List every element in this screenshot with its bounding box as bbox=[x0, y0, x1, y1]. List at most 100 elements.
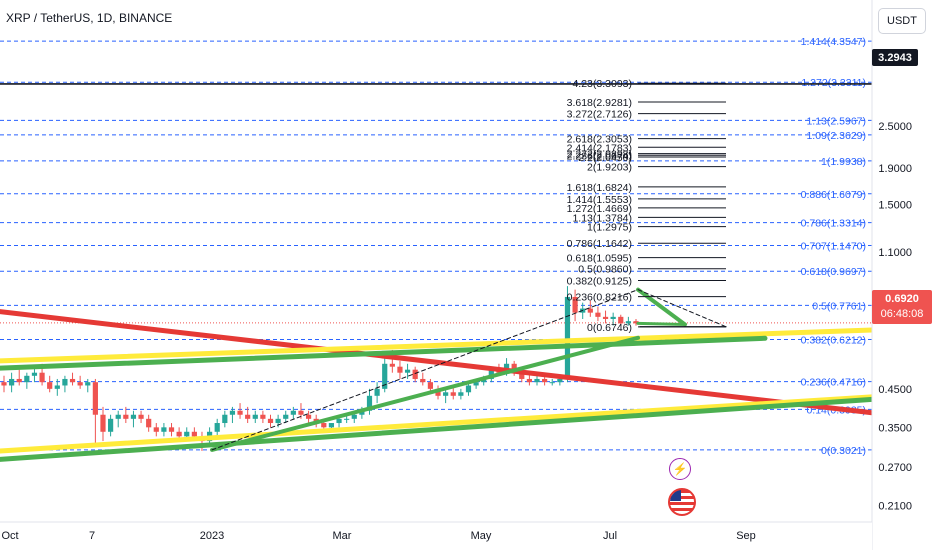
candle-body bbox=[389, 363, 395, 367]
candle-body bbox=[146, 418, 152, 428]
dashed-fib-base-line bbox=[211, 289, 639, 451]
candle-body bbox=[374, 388, 380, 396]
black-price-value: 3.2943 bbox=[878, 51, 912, 64]
black-price-tag: 3.2943 bbox=[872, 49, 918, 66]
candle-body bbox=[412, 369, 418, 379]
candle-body bbox=[328, 423, 335, 428]
candle-body bbox=[595, 312, 601, 317]
chart-title: XRP / TetherUS, 1D, BINANCE bbox=[6, 11, 172, 25]
candle-body bbox=[572, 296, 578, 313]
fib-right-label: 1.414(4.3547) bbox=[801, 36, 866, 48]
candle-body bbox=[176, 431, 182, 437]
candle-body bbox=[290, 410, 296, 415]
candle-body bbox=[564, 296, 571, 379]
green-trendline-lower bbox=[0, 396, 875, 462]
candle-body bbox=[9, 378, 15, 386]
candle-body bbox=[549, 382, 555, 384]
fib-left-label: 2.272(2.0898) bbox=[567, 149, 632, 161]
candle-body bbox=[534, 378, 540, 383]
candle-body bbox=[108, 418, 114, 432]
price-axis-bg bbox=[872, 0, 932, 550]
price-tick-label: 1.9000 bbox=[878, 163, 912, 175]
fib-grid-layer: 1.414(4.3547)1.272(3.3311)1.13(2.5967)1.… bbox=[0, 36, 872, 457]
candle-body bbox=[366, 395, 373, 411]
candle-body bbox=[245, 414, 251, 419]
candle-body bbox=[252, 414, 258, 419]
fib-left-label: 2(1.9203) bbox=[587, 162, 632, 174]
candle-body bbox=[526, 378, 532, 383]
fib-left-layer: 4.23(3.3093) 3.618(2.9281)3.272(2.7126) 2.… bbox=[567, 78, 726, 334]
green-trendline-upper bbox=[0, 335, 768, 371]
fib-right-label: 0(0.3021) bbox=[821, 445, 866, 457]
candle-body bbox=[222, 414, 228, 424]
time-tick-label: Jul bbox=[603, 530, 617, 542]
candle-body bbox=[351, 414, 357, 419]
time-tick-label: Mar bbox=[333, 530, 352, 542]
candle-body bbox=[542, 378, 548, 383]
last-price-value: 0.6920 bbox=[885, 293, 919, 305]
candle-body bbox=[344, 418, 350, 420]
currency-button[interactable]: USDT bbox=[878, 8, 926, 34]
candle-body bbox=[161, 427, 167, 432]
fib-left-label: 0(0.6746) bbox=[587, 322, 632, 334]
fib-right-label: 0.707(1.1470) bbox=[801, 241, 866, 253]
time-axis: Oct 7 2023 Mar May Jul Sep bbox=[0, 521, 872, 550]
fib-right-label: 1.09(2.3629) bbox=[806, 130, 866, 142]
candle-body bbox=[557, 378, 563, 383]
candle-body bbox=[458, 392, 464, 396]
candle-body bbox=[587, 308, 593, 313]
countdown-value: 06:48:08 bbox=[880, 308, 924, 320]
lightning-icon[interactable]: ⚡ bbox=[669, 458, 691, 480]
candle-body bbox=[77, 382, 83, 386]
trendlines-layer bbox=[0, 287, 875, 462]
candle-body bbox=[625, 321, 631, 324]
fib-left-label: 4.23(3.3093) bbox=[572, 78, 632, 90]
candle-body bbox=[404, 369, 411, 373]
candle-body bbox=[47, 382, 53, 389]
candle-body bbox=[153, 427, 159, 432]
candle-body bbox=[85, 382, 91, 386]
fib-right-label: 0.618(0.9697) bbox=[801, 266, 866, 278]
candle-body bbox=[237, 410, 243, 415]
price-tick-label: 0.2700 bbox=[878, 462, 912, 474]
fib-left-label: 2.236(2.0674) bbox=[567, 150, 632, 162]
candle-body bbox=[283, 414, 289, 419]
time-tick-label: May bbox=[471, 530, 492, 542]
fib-right-label: 0.236(0.4716) bbox=[801, 377, 866, 389]
time-tick-label: Sep bbox=[736, 530, 756, 542]
fib-left-label: 1.618(1.6824) bbox=[567, 182, 632, 194]
fib-left-label: 2.414(2.1783) bbox=[567, 142, 632, 154]
last-price-tag: 0.6920 06:48:08 bbox=[872, 290, 932, 324]
fib-left-label: 0.382(0.9125) bbox=[567, 276, 632, 288]
candle-body bbox=[138, 414, 144, 419]
fib-right-label: 1.13(2.5967) bbox=[806, 115, 866, 127]
candle-body bbox=[69, 378, 76, 383]
candle-body bbox=[31, 372, 38, 376]
candle-body bbox=[92, 382, 98, 415]
candle-body bbox=[473, 382, 479, 386]
fib-right-label: 0.786(1.3314) bbox=[801, 218, 866, 230]
candle-body bbox=[336, 418, 342, 424]
us-flag-icon[interactable] bbox=[668, 488, 696, 516]
candle-body bbox=[168, 427, 175, 432]
fib-left-label: 0.236(0.8216) bbox=[567, 292, 632, 304]
price-tick-label: 2.5000 bbox=[878, 121, 912, 133]
candle-body bbox=[511, 363, 517, 373]
fib-right-label: 0.382(0.6212) bbox=[801, 334, 866, 346]
fib-left-label: 3.618(2.9281) bbox=[567, 97, 632, 109]
candle-body bbox=[450, 392, 456, 396]
candle-body bbox=[275, 418, 281, 424]
candle-body bbox=[191, 431, 197, 437]
fib-right-label: 0.886(1.6079) bbox=[801, 189, 866, 201]
candle-body bbox=[610, 316, 616, 319]
yellow-trendline-lower bbox=[0, 394, 875, 454]
candle-body bbox=[633, 321, 639, 324]
candle-body bbox=[184, 431, 190, 437]
candle-body bbox=[123, 414, 129, 419]
candle-body bbox=[115, 414, 121, 419]
fib-left-label: 1(1.2975) bbox=[587, 222, 632, 234]
currency-label: USDT bbox=[887, 15, 917, 27]
candle-body bbox=[519, 372, 525, 379]
candle-body bbox=[214, 423, 220, 432]
